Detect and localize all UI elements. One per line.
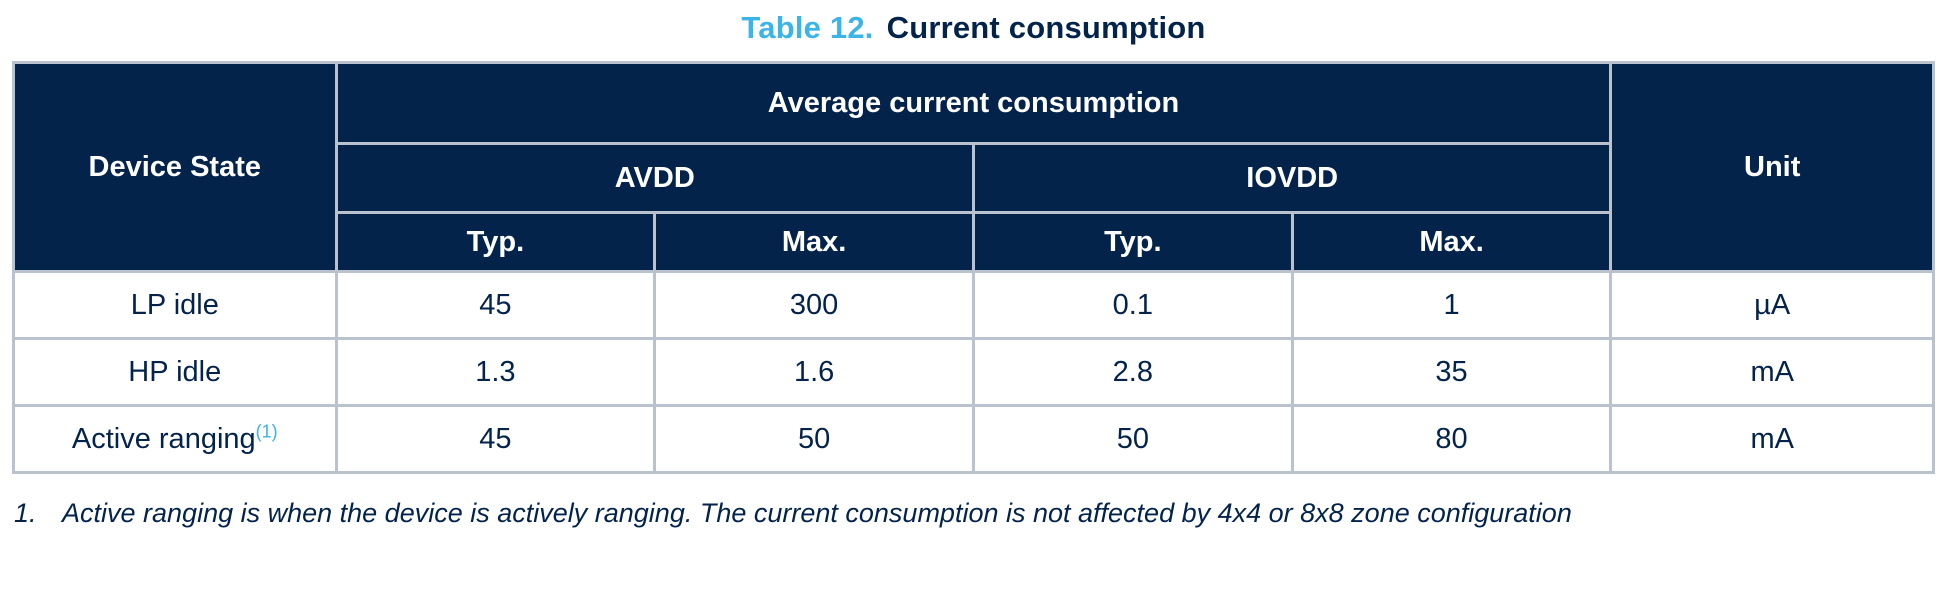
table-header: Device State Average current consumption…	[12, 61, 1935, 273]
table-row-lp-idle: LP idle 45 300 0.1 1 µA	[12, 270, 1935, 340]
footnote-number: 1.	[14, 498, 37, 528]
cell-iovdd-max: 1	[1290, 270, 1613, 340]
table-caption-number: Table 12.	[741, 10, 874, 45]
cell-device-state: HP idle	[12, 337, 338, 407]
col-header-unit: Unit	[1609, 61, 1935, 273]
cell-avdd-max: 50	[653, 404, 975, 474]
cell-iovdd-typ: 50	[971, 404, 1294, 474]
table-caption: Table 12. Current consumption	[0, 0, 1947, 46]
table-row-hp-idle: HP idle 1.3 1.6 2.8 35 mA	[12, 337, 1935, 407]
cell-avdd-max: 1.6	[653, 337, 975, 407]
cell-device-state: LP idle	[12, 270, 338, 340]
col-header-iovdd: IOVDD	[971, 142, 1613, 214]
table-row-active-ranging: Active ranging(1) 45 50 50 80 mA	[12, 404, 1935, 474]
col-header-iovdd-max: Max.	[1290, 211, 1613, 273]
col-header-avdd-typ: Typ.	[334, 211, 657, 273]
cell-iovdd-typ: 0.1	[971, 270, 1294, 340]
cell-unit: mA	[1609, 404, 1935, 474]
cell-iovdd-typ: 2.8	[971, 337, 1294, 407]
cell-unit: µA	[1609, 270, 1935, 340]
cell-avdd-typ: 45	[334, 404, 657, 474]
device-state-label: Active ranging	[71, 422, 256, 455]
device-state-label: LP idle	[130, 288, 219, 321]
table-caption-title: Current consumption	[886, 10, 1206, 45]
col-header-avdd-max: Max.	[653, 211, 975, 273]
cell-avdd-typ: 45	[334, 270, 657, 340]
col-header-average-group: Average current consumption	[334, 61, 1613, 145]
col-header-avdd: AVDD	[334, 142, 975, 214]
device-state-label: HP idle	[128, 355, 222, 388]
footnote-text: Active ranging is when the device is act…	[62, 498, 1572, 528]
cell-device-state: Active ranging(1)	[12, 404, 338, 474]
cell-iovdd-max: 80	[1290, 404, 1613, 474]
current-consumption-table: Device State Average current consumption…	[12, 61, 1935, 474]
cell-unit: mA	[1609, 337, 1935, 407]
cell-iovdd-max: 35	[1290, 337, 1613, 407]
cell-avdd-max: 300	[653, 270, 975, 340]
table-body: LP idle 45 300 0.1 1 µA HP idle 1.3 1.6 …	[12, 270, 1935, 474]
footnote: 1. Active ranging is when the device is …	[14, 495, 1947, 531]
col-header-iovdd-typ: Typ.	[971, 211, 1294, 273]
col-header-device-state: Device State	[12, 61, 338, 273]
footnote-reference: (1)	[255, 420, 278, 441]
cell-avdd-typ: 1.3	[334, 337, 657, 407]
